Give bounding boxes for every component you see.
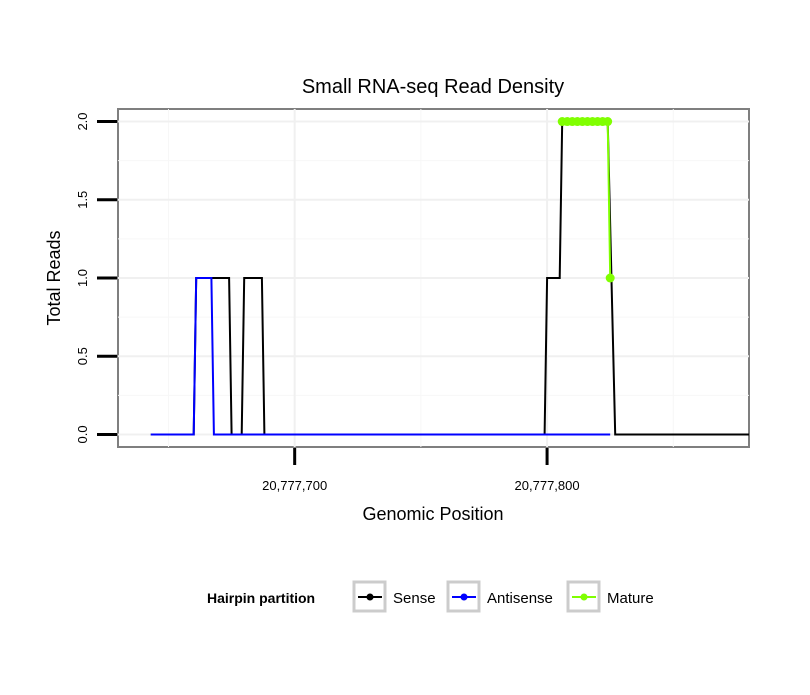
axes: 0.0 0.5 1.0 1.5 2.0 20,777,700 20,777,800 <box>75 112 580 493</box>
x-tick-label: 20,777,800 <box>515 478 580 493</box>
y-tick-label: 1.0 <box>75 269 90 287</box>
legend-label-antisense: Antisense <box>487 590 553 607</box>
legend-label-sense: Sense <box>393 590 436 607</box>
legend-key-marker-mature <box>580 593 588 601</box>
data-point-mature <box>605 273 615 283</box>
legend: Hairpin partition Sense Antisense Mature <box>207 580 654 613</box>
legend-items: Sense Antisense Mature <box>352 580 654 613</box>
y-axis-label: Total Reads <box>44 230 64 325</box>
data-point-mature <box>603 117 613 127</box>
legend-label-mature: Mature <box>607 590 654 607</box>
y-tick-label: 0.5 <box>75 347 90 365</box>
y-tick-label: 1.5 <box>75 191 90 209</box>
y-tick-label: 0.0 <box>75 425 90 443</box>
x-tick-label: 20,777,700 <box>262 478 327 493</box>
legend-key-marker-antisense <box>460 593 468 601</box>
legend-title: Hairpin partition <box>207 590 315 606</box>
legend-key-marker-sense <box>366 593 374 601</box>
series-layer <box>150 117 749 436</box>
x-axis-label: Genomic Position <box>362 504 503 524</box>
series-line-antisense <box>150 277 611 436</box>
y-tick-label: 2.0 <box>75 112 90 130</box>
chart-title: Small RNA-seq Read Density <box>302 76 564 98</box>
